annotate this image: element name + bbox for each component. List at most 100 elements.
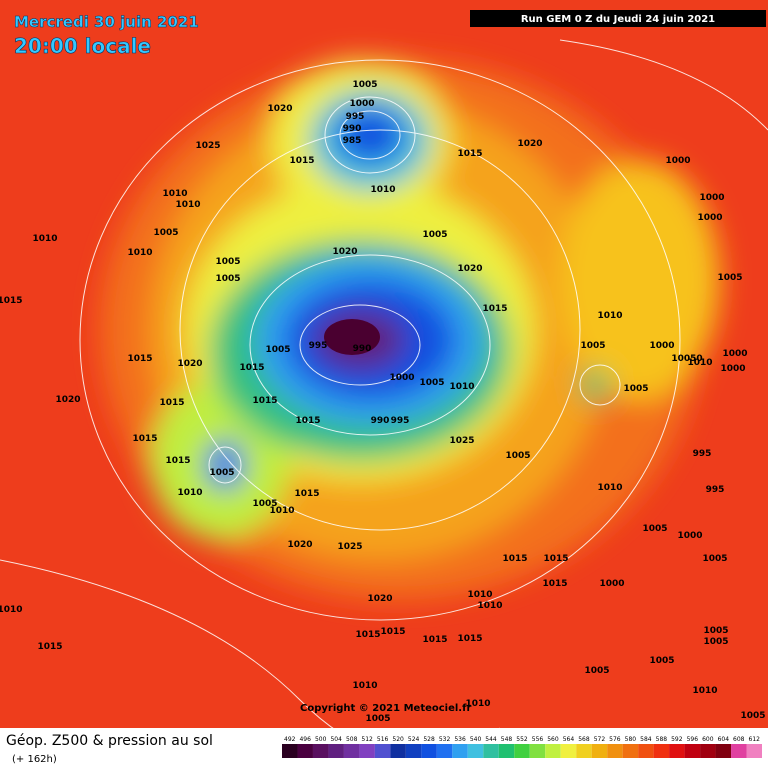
legend-label: 552 [516, 736, 528, 743]
legend-label: 528 [423, 736, 435, 743]
isobar-label: 1015 [132, 434, 157, 444]
legend-swatch [312, 744, 329, 758]
legend-swatch [297, 744, 313, 758]
legend-swatch [684, 744, 701, 758]
isobar-label: 1000 [665, 156, 690, 166]
legend-swatch [282, 744, 298, 758]
isobar-label: 1015 [252, 396, 277, 406]
legend-label: 600 [702, 736, 714, 743]
legend-label: 500 [315, 736, 327, 743]
legend-label: 564 [563, 736, 575, 743]
legend-swatch [498, 744, 515, 758]
isobar-label: 1005 [365, 714, 390, 724]
isobar-label: 1010 [449, 382, 474, 392]
isobar-label: 1020 [332, 247, 357, 257]
isobar-label: 1015 [542, 579, 567, 589]
isobar-label: 1010 [687, 358, 712, 368]
isobar-label: 1020 [287, 540, 312, 550]
legend-swatch [421, 744, 437, 758]
legend-swatch [467, 744, 484, 758]
legend-label: 592 [671, 736, 683, 743]
legend-swatch [746, 744, 762, 758]
isobar-label: 1000 [722, 349, 747, 359]
isobar-label: 1005 [584, 666, 609, 676]
isobar-label: 1005 [649, 656, 674, 666]
isobar-label-layer: 1005100099599098510201025101510101015102… [0, 80, 766, 724]
isobar-label: 1005 [505, 451, 530, 461]
isobar-label: 1020 [367, 594, 392, 604]
isobar-label: 1020 [517, 139, 542, 149]
legend-swatch [483, 744, 499, 758]
legend-label: 604 [718, 736, 730, 743]
legend-label: 508 [346, 736, 358, 743]
isobar-label: 1005 [215, 257, 240, 267]
legend-label: 540 [470, 736, 482, 743]
isobar-label: 1015 [457, 149, 482, 159]
isobar-label: 1005 [265, 345, 290, 355]
isobar-label: 1015 [457, 634, 482, 644]
legend-swatch [607, 744, 623, 758]
isobar-label: 1005 [215, 274, 240, 284]
legend-swatch [653, 744, 670, 758]
isobar-label: 1005 [153, 228, 178, 238]
isobar-label: 1010 [177, 488, 202, 498]
legend: 492 496 500 504 508 512 516 520 524 528 532 536 540 5… [282, 736, 762, 758]
legend-label: 524 [408, 736, 420, 743]
legend-label: 536 [454, 736, 466, 743]
footer-title: Géop. Z500 & pression au sol [6, 733, 213, 749]
legend-swatch [328, 744, 344, 758]
isobar-label: 1005 [580, 341, 605, 351]
isobar-label: 1015 [159, 398, 184, 408]
isobar-label: 1010 [465, 699, 490, 709]
isobar-label: 1020 [177, 359, 202, 369]
legend-swatch [374, 744, 391, 758]
legend-swatch [405, 744, 422, 758]
isobar-label: 1015 [239, 363, 264, 373]
isobar-label: 995 [391, 416, 410, 426]
isobar-label: 1010 [477, 601, 502, 611]
forecast-time: 20:00 locale [14, 34, 151, 58]
legend-swatch [545, 744, 561, 758]
footer-lead: (+ 162h) [12, 754, 57, 765]
isobar-label: 1000 [677, 531, 702, 541]
isobar-label: 1015 [165, 456, 190, 466]
legend-label: 588 [656, 736, 668, 743]
isobar-label: 10050 [671, 354, 702, 364]
isobar-label: 1005 [623, 384, 648, 394]
isobar-label: 1010 [352, 681, 377, 691]
isobar-label: 1010 [162, 189, 187, 199]
isobar-label: 1010 [467, 590, 492, 600]
isobar-label: 1025 [195, 141, 220, 151]
isobar-label: 1000 [697, 213, 722, 223]
isobar-label: 1010 [0, 605, 23, 615]
isobar-label: 1005 [352, 80, 377, 90]
geopotential-field [100, 60, 720, 600]
isobar-label: 1005 [252, 499, 277, 509]
isobar-label: 990 [343, 124, 362, 134]
isobar-label: 1025 [337, 542, 362, 552]
low-core [324, 319, 380, 355]
legend-label: 584 [640, 736, 652, 743]
isobar-label: 1025 [449, 436, 474, 446]
isobar-label: 1015 [502, 554, 527, 564]
isobar-label: 1005 [642, 524, 667, 534]
isobar-label: 1005 [703, 626, 728, 636]
isobar-label: 1010 [597, 483, 622, 493]
legend-label: 572 [594, 736, 606, 743]
legend-swatch [436, 744, 453, 758]
isobar-label: 1015 [37, 642, 62, 652]
isobar-label: 1015 [289, 156, 314, 166]
isobar-label: 1010 [127, 248, 152, 258]
isobar-label: 1015 [482, 304, 507, 314]
legend-swatch [359, 744, 375, 758]
legend-label: 492 [284, 736, 296, 743]
legend-label: 560 [547, 736, 559, 743]
legend-label: 612 [749, 736, 761, 743]
legend-swatch [343, 744, 360, 758]
legend-swatch [560, 744, 577, 758]
isobar-label: 1015 [294, 489, 319, 499]
legend-swatch [731, 744, 747, 758]
isobar-label: 1015 [0, 296, 23, 306]
